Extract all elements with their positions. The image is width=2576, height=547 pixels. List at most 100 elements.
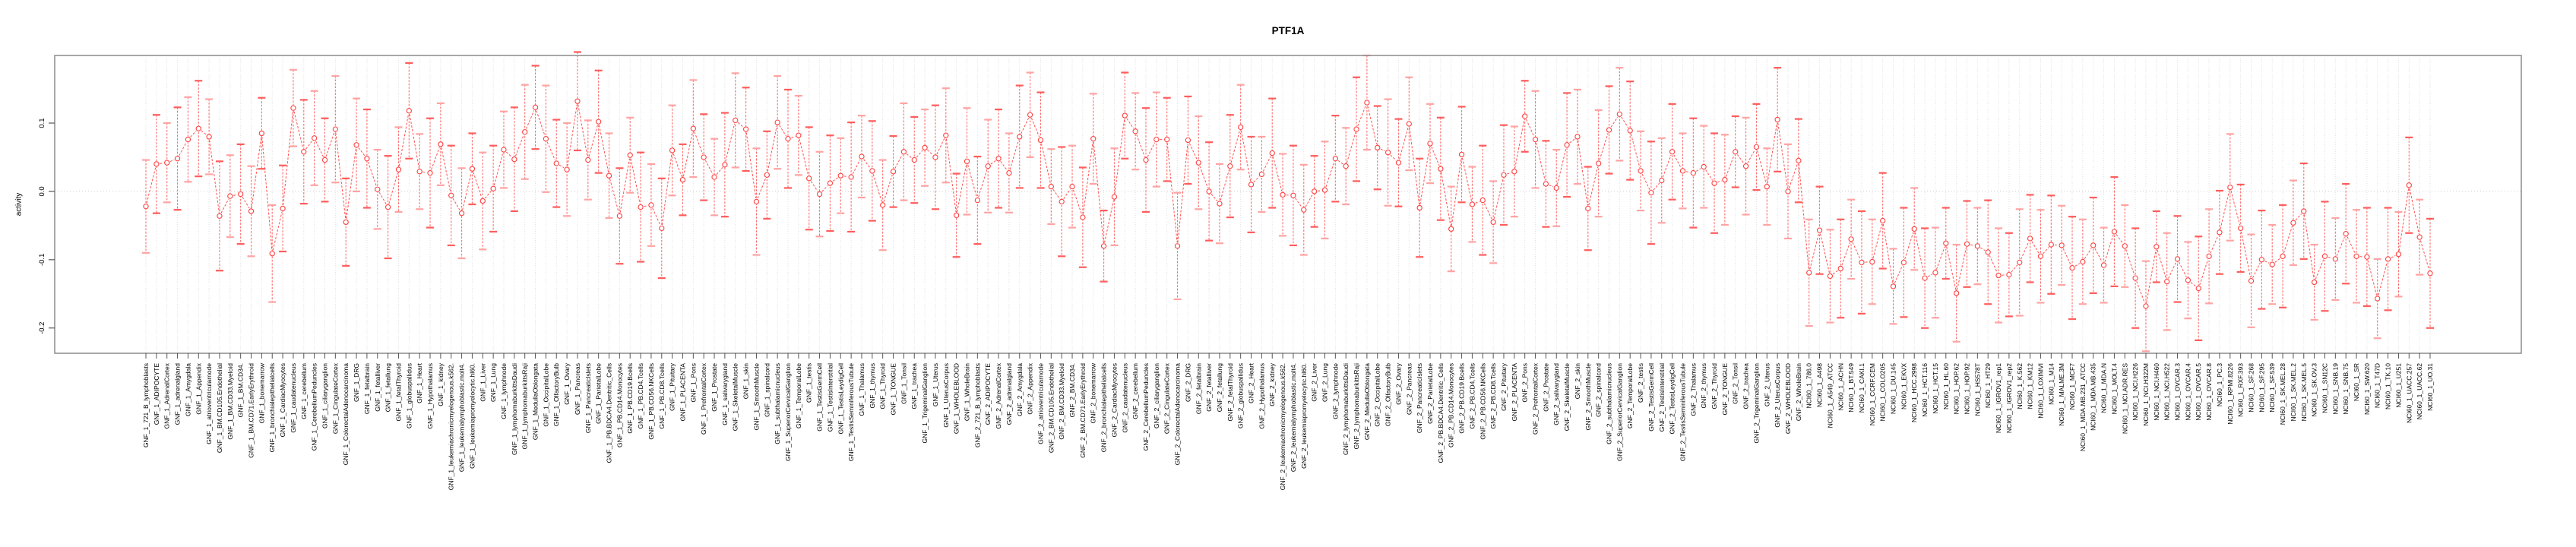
data-point [2269,261,2275,267]
series-segment [779,125,786,137]
series-segment [1935,246,1945,270]
x-tick-label: NCI60_1_HS578T [1973,363,1981,416]
series-segment [619,158,630,213]
data-point [1448,226,1454,232]
series-segment [272,211,283,251]
x-tick-label: NCI60_1_LOXIMVI [2036,363,2044,419]
x-tick-label: GNF_1_CardiacMyocytes [279,363,286,437]
data-point [290,105,296,111]
series-segment [2315,259,2324,280]
x-tick-label: GNF_2_PB.CD14.Monocytes [1448,363,1455,447]
series-segment [567,104,578,166]
data-point [2069,264,2075,271]
series-segment [1653,182,1660,191]
x-tick-label: GNF_2_bronchialepithelialcells [1100,363,1108,452]
data-point [964,158,970,165]
data-point [364,156,370,162]
x-tick-label: GNF_1_Pancreas [574,363,581,415]
data-point [1733,149,1739,155]
series-segment [1610,116,1619,128]
x-tick-label: NCI60_1_M14 [2047,363,2055,405]
series-segment [1556,148,1567,185]
series-segment [1021,118,1030,134]
y-tick-label: -0.2 [38,322,46,334]
data-point [2017,259,2023,266]
data-point [1111,194,1118,200]
x-tick-label: NCI60_1_OVCAR.3 [2174,363,2182,421]
x-tick-label: NCI60_1_HOP.92 [1963,363,1970,415]
x-tick-label: GNF_2_kidney [1268,362,1276,406]
series-segment [1136,134,1145,157]
data-point [490,185,496,191]
data-point [2037,253,2044,259]
x-tick-label: GNF_2_PB.CD8.Tcells [1489,363,1497,428]
x-tick-label: GNF_2_fetallung [1216,363,1223,413]
x-tick-label: GNF_1_lymphnode [500,363,508,419]
data-point [848,174,854,180]
x-tick-label: NCI60_1_RPMI.8226 [2226,363,2234,425]
x-tick-label: GNF_1_PB.CD8.Tcells [658,363,666,428]
data-point [2090,242,2097,248]
data-point [1479,197,1486,204]
data-point [911,157,917,163]
data-point [1311,188,1318,194]
series-segment [315,141,324,157]
x-tick-label: GNF_2_SuperiorCervicalGanglion [1616,363,1623,461]
data-point [627,152,633,158]
x-tick-label: NCI60_1_RXF.393 [2237,363,2245,417]
data-point [995,156,1002,162]
data-point [2280,253,2286,259]
data-point [1679,168,1686,174]
series-segment [1641,173,1650,190]
data-point [427,169,433,176]
data-point [985,163,991,169]
x-tick-label: GNF_1_Pituitary [669,362,676,411]
data-point [1037,137,1044,144]
data-point [722,162,728,168]
x-tick-label: NCI60_1_A498 [1816,363,1824,407]
x-tick-label: GNF_1_SmoothMuscle [752,363,760,431]
data-point [1080,214,1086,220]
x-tick-label: GNF_2_lymphomaburkittsRaji [1353,363,1360,449]
data-point [2122,243,2128,249]
data-point [2375,296,2381,302]
data-point [416,169,422,175]
data-point [1122,112,1128,119]
data-point [1974,243,1980,249]
data-point [1006,169,1012,176]
series-segment [1462,157,1472,201]
x-tick-label: GNF_2_adrenalgland [1005,363,1013,425]
x-tick-label: NCI60_1_DU.145 [1890,363,1897,414]
series-segment [431,147,440,170]
series-segment [2230,190,2241,226]
data-point [2217,229,2223,236]
series-segment [1399,127,1409,160]
series-segment [1188,143,1198,160]
y-tick-label: -0.1 [38,254,46,266]
data-point [532,104,539,110]
data-point [1321,187,1328,193]
series-segment [2283,226,2293,254]
series-segment [1431,146,1440,166]
series-segment [1177,143,1188,243]
x-tick-label: GNF_2_TestisInterstitial [1658,363,1666,432]
x-tick-label: NCI60_1_IGROV1_rep1 [1995,363,2002,433]
data-point [1690,169,1696,176]
data-point [1069,183,1075,190]
data-point [1648,190,1654,196]
x-tick-label: GNF_1_kidney [437,362,445,406]
x-tick-label: GNF_1_PB.CD14.Monocytes [616,363,623,447]
series-segment [1493,178,1504,220]
series-segment [514,134,524,157]
series-segment [682,131,693,177]
x-tick-label: GNF_1_ciliaryganglion [321,363,328,428]
x-tick-label: NCI60_1_MDA.MB.231_ATCC [2079,363,2087,451]
data-point [2238,225,2244,232]
series-segment [1777,122,1788,188]
data-point [458,210,465,217]
x-tick-label: NCI60_1_SF.539 [2268,363,2276,413]
x-tick-label: NCI60_1_SR [2353,363,2360,401]
series-segment [1841,242,1851,266]
data-point [375,186,381,192]
